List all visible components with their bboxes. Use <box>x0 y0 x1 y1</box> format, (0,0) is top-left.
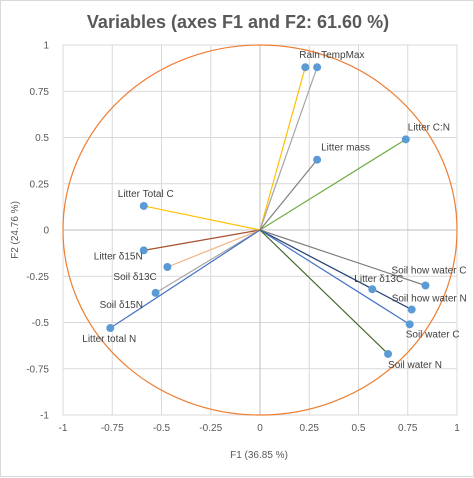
point-litter-15n <box>139 246 148 255</box>
x-tick-label: -0.5 <box>153 423 171 434</box>
vector-tempmax <box>259 67 318 231</box>
point-litter-c-n <box>401 135 410 144</box>
y-tick-label: 0.75 <box>30 87 50 98</box>
point-label: Soil δ15N <box>100 300 143 311</box>
vector-soil-how-water-c <box>259 229 426 287</box>
point-label: Litter δ15N <box>94 251 143 262</box>
point-labels: Rain TempMax Litter C:N Litter mass Litter T… <box>82 50 466 371</box>
point-litter-13c <box>368 285 377 294</box>
vectors <box>109 67 426 355</box>
point-soil-water-c <box>405 320 414 329</box>
point-litter-mass <box>313 155 322 164</box>
point-soil-how-water-n <box>407 305 416 314</box>
y-tick-label: -0.75 <box>26 364 49 375</box>
point-label: Litter Total C <box>118 189 174 200</box>
vector-soil-how-water-n <box>259 229 412 311</box>
point-tempmax <box>313 63 322 72</box>
point-rain <box>301 63 310 72</box>
vector-litter-c-n <box>259 138 407 231</box>
point-label: Rain <box>299 50 320 61</box>
x-tick-label: 0.75 <box>398 423 418 434</box>
y-tick-label: 0.5 <box>35 133 49 144</box>
unit-circle <box>62 44 458 416</box>
point-label: Soil δ13C <box>113 272 156 283</box>
unit-circle-layer <box>62 44 458 416</box>
point-litter-total-n <box>106 324 115 333</box>
y-tick-label: 0.25 <box>30 179 50 190</box>
point-label: Litter total N <box>82 334 136 345</box>
vector-soil-13c <box>167 229 261 268</box>
point-soil-13c <box>163 263 172 271</box>
chart-title: Variables (axes F1 and F2: 61.60 %) <box>87 12 389 32</box>
x-tick-label: -1 <box>59 423 68 434</box>
point-label: Litter δ13C <box>354 274 403 285</box>
vector-litter-15n <box>143 229 261 251</box>
vector-litter-total-n <box>109 229 261 329</box>
x-tick-label: -0.75 <box>101 423 124 434</box>
y-axis-title: F2 (24.76 %) <box>10 201 21 259</box>
point-soil-how-water-c <box>421 281 430 290</box>
y-tick-label: 1 <box>43 41 49 52</box>
point-label: Soil water N <box>388 360 442 371</box>
vector-litter-total-c <box>143 205 261 231</box>
vector-soil-15n <box>155 229 261 294</box>
vector-soil-water-n <box>259 229 389 355</box>
point-label: Litter mass <box>321 143 370 154</box>
y-tick-label: -0.25 <box>26 272 49 283</box>
point-soil-15n <box>151 288 160 297</box>
point-litter-total-c <box>139 201 148 210</box>
tick-labels: -1 -0.75 -0.5 -0.25 0 0.25 0.5 0.75 1 1 0.75 0.5 0.2… <box>26 41 460 435</box>
x-tick-label: 0.5 <box>352 423 366 434</box>
x-tick-label: 0 <box>257 423 263 434</box>
point-label: TempMax <box>321 50 364 61</box>
y-tick-label: -0.5 <box>32 318 50 329</box>
point-label: Soil how water N <box>392 294 467 305</box>
x-tick-label: -0.25 <box>199 423 222 434</box>
vector-soil-water-c <box>259 229 411 325</box>
vector-litter-mass <box>259 159 318 231</box>
markers <box>106 63 430 358</box>
x-axis-title: F1 (36.85 %) <box>230 450 288 461</box>
point-label: Soil how water C <box>391 266 466 277</box>
x-tick-label: 0.25 <box>300 423 320 434</box>
vector-rain <box>259 67 306 231</box>
point-label: Litter C:N <box>408 122 450 133</box>
y-tick-label: -1 <box>40 411 49 422</box>
y-tick-label: 0 <box>43 226 49 237</box>
point-soil-water-n <box>384 349 393 358</box>
point-label: Soil water C <box>406 329 460 340</box>
x-tick-label: 1 <box>454 423 460 434</box>
